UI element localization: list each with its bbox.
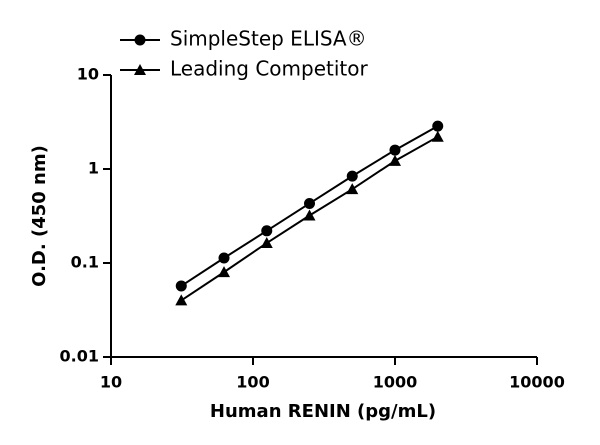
- marker: [218, 266, 231, 278]
- marker: [303, 209, 316, 221]
- legend-marker: [134, 64, 146, 75]
- x-tick-label: 100: [236, 373, 269, 392]
- y-tick-label: 10: [77, 65, 99, 84]
- marker: [346, 170, 358, 182]
- marker: [389, 154, 401, 166]
- marker: [304, 197, 316, 209]
- y-axis-title: O.D. (450 nm): [29, 145, 50, 287]
- marker: [389, 144, 401, 156]
- legend-marker: [134, 34, 146, 46]
- legend-label: Leading Competitor: [170, 57, 368, 81]
- marker: [432, 120, 444, 132]
- marker: [431, 130, 444, 142]
- marker: [260, 237, 273, 249]
- x-axis-title: Human RENIN (pg/mL): [210, 401, 436, 422]
- marker: [218, 252, 230, 264]
- y-tick-label: 1: [88, 159, 99, 178]
- x-tick-label: 10000: [509, 373, 565, 392]
- y-tick-label: 0.1: [71, 253, 99, 272]
- marker: [175, 280, 187, 292]
- x-tick-label: 10: [100, 373, 122, 392]
- marker: [175, 294, 188, 306]
- legend-label: SimpleStep ELISA®: [170, 27, 367, 51]
- y-tick-label: 0.01: [60, 347, 99, 366]
- marker: [261, 225, 273, 237]
- x-tick-label: 1000: [373, 373, 418, 392]
- marker: [346, 183, 359, 195]
